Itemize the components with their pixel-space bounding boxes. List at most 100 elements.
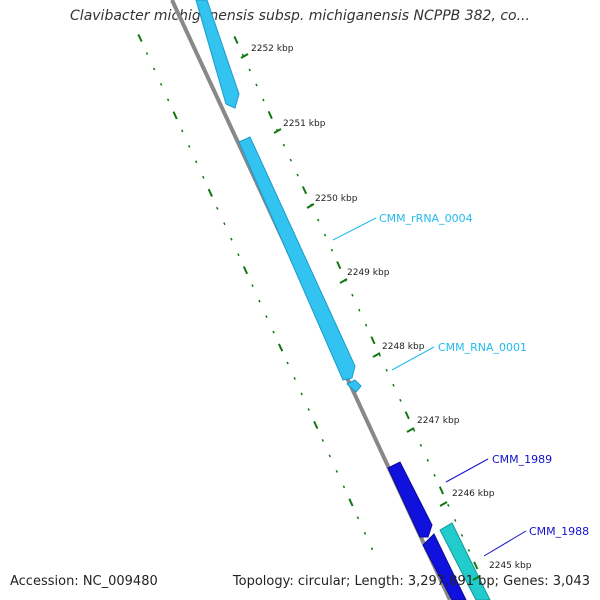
tick-2246: 2246 kbp [439, 489, 495, 507]
gene-dark-lower[interactable] [422, 533, 467, 600]
tick-label: 2248 kbp [382, 342, 425, 352]
inner-dotted-ring [137, 33, 374, 551]
outer-ring-dot [378, 353, 381, 357]
outer-ring-dot [289, 158, 292, 162]
tick-label: 2246 kbp [452, 489, 495, 499]
leader-CMM_RNA_0001 [391, 346, 435, 371]
tick-mark [472, 575, 481, 581]
tick-mark [240, 53, 249, 59]
inner-ring-dot [223, 222, 226, 226]
outer-ring-dot [233, 35, 239, 45]
leader-CMM_rRNA_0004 [332, 217, 377, 241]
inner-ring-dot [335, 469, 338, 473]
outer-ring-dot [392, 383, 395, 387]
inner-ring-dot [216, 206, 219, 210]
tick-mark [439, 501, 448, 507]
accession-text: Accession: NC_009480 [10, 574, 158, 589]
tick-2252: 2252 kbp [240, 44, 294, 59]
inner-ring-dot [230, 237, 233, 241]
tick-2248: 2248 kbp [372, 342, 425, 358]
outer-ring-dot [267, 110, 273, 120]
outer-ring-dot [336, 261, 342, 270]
outer-ring-dot [301, 186, 308, 195]
outer-ring-dot [419, 443, 423, 447]
inner-ring-dot [137, 33, 143, 43]
tick-label: 2249 kbp [347, 268, 390, 278]
label-CMM_rRNA_0004: CMM_rRNA_0004 [379, 212, 473, 225]
inner-ring-dot [152, 67, 156, 71]
inner-ring-dot [370, 547, 374, 551]
rna-feature-top[interactable] [195, 0, 240, 109]
inner-ring-dot [342, 485, 346, 489]
summary-text: Topology: circular; Length: 3,297,891 bp… [232, 574, 590, 589]
tick-label: 2247 kbp [417, 416, 460, 426]
rna-feature-CMM_RNA_0001[interactable] [346, 379, 362, 393]
inner-ring-dot [293, 377, 296, 380]
inner-ring-dot [237, 253, 240, 257]
inner-ring-dot [286, 361, 289, 365]
outer-ring-dot [248, 68, 251, 72]
inner-ring-dot [188, 144, 191, 148]
inner-ring-dot [328, 454, 331, 458]
outer-ring-dot [351, 293, 354, 297]
outer-ring-dot [426, 458, 429, 462]
label-CMM_1989: CMM_1989 [492, 453, 552, 466]
outer-ring-dot [296, 173, 299, 177]
inner-ring-dot [277, 343, 284, 352]
tick-label: 2251 kbp [283, 119, 326, 129]
inner-ring-dot [272, 330, 275, 334]
outer-ring-dot [364, 323, 368, 327]
outer-ring-dot [317, 218, 320, 222]
outer-ring-dot [454, 518, 457, 522]
inner-ring-dot [356, 516, 360, 520]
outer-ring-dot [467, 548, 471, 552]
inner-ring-dot [195, 160, 198, 164]
inner-ring-dot [202, 175, 205, 179]
inner-ring-dot [321, 438, 324, 442]
outer-ring-dot [399, 398, 402, 402]
inner-ring-dot [265, 315, 268, 319]
inner-ring-dot [348, 498, 354, 507]
label-CMM_RNA_0001: CMM_RNA_0001 [438, 341, 527, 354]
inner-ring-dot [363, 531, 367, 535]
inner-ring-dot [300, 392, 303, 396]
tick-mark [406, 427, 415, 433]
leader-CMM_1989 [445, 458, 489, 483]
tick-2251: 2251 kbp [273, 119, 326, 134]
inner-ring-dot [145, 52, 149, 55]
leader-CMM_1988 [483, 530, 527, 557]
inner-ring-dot [181, 129, 184, 133]
rna-feature-CMM_rRNA_0004[interactable] [238, 136, 356, 381]
outer-ring-dot [370, 336, 376, 345]
gene-CMM_1988[interactable] [439, 522, 491, 600]
tick-label: 2252 kbp [251, 44, 294, 54]
inner-ring-dot [251, 284, 254, 288]
outer-ring-dot [447, 503, 450, 507]
tick-2249: 2249 kbp [339, 268, 390, 284]
outer-ring-dot [255, 83, 258, 87]
tick-label: 2245 kbp [489, 561, 532, 571]
outer-ring-dot [385, 368, 388, 372]
outer-ring-dot [262, 98, 265, 102]
tick-label: 2250 kbp [315, 194, 358, 204]
inner-ring-dot [307, 408, 310, 411]
tick-mark [273, 128, 282, 134]
outer-ring-dot [438, 486, 445, 495]
tick-mark [339, 278, 348, 284]
outer-ring-dot [323, 233, 327, 237]
outer-ring-dot [412, 428, 416, 432]
inner-ring-dot [258, 299, 261, 303]
outer-ring-dot [330, 248, 334, 252]
inner-ring-dot [166, 98, 170, 102]
outer-ring-dot [404, 411, 410, 420]
inner-ring-dot [207, 188, 213, 197]
outer-ring-dot [460, 533, 464, 537]
label-CMM_1988: CMM_1988 [529, 525, 589, 538]
inner-ring-dot [313, 420, 319, 430]
tick-2250: 2250 kbp [306, 194, 358, 209]
gene-CMM_1989[interactable] [387, 461, 433, 538]
map-title: Clavibacter michiganensis subsp. michiga… [70, 8, 530, 24]
inner-ring-dot [159, 82, 163, 86]
